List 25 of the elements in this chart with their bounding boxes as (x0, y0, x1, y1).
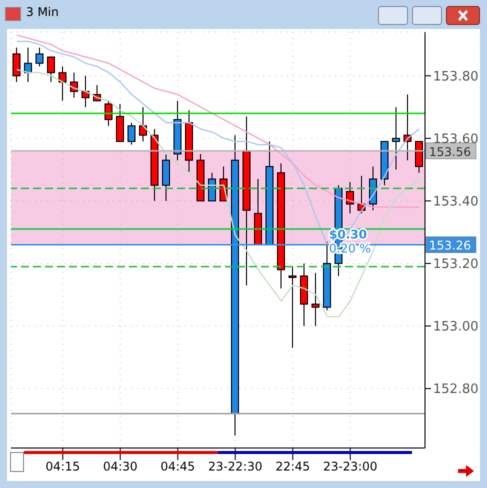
y-tick-label: 152.80 (433, 382, 478, 398)
candlestick (104, 100, 112, 126)
candlestick (12, 47, 20, 83)
y-tick-label: 153.40 (433, 194, 478, 210)
candlestick (58, 66, 66, 102)
y-tick-label: 153.00 (433, 320, 478, 335)
candlestick (208, 172, 216, 202)
ref-line-label: 153.56 (429, 144, 471, 159)
candlestick (47, 56, 55, 83)
x-tick-label: 23-22:30 (208, 460, 262, 474)
x-tick-label: 04:15 (45, 460, 80, 474)
candlestick (312, 272, 320, 327)
candlestick (128, 122, 136, 146)
chart-title: 3 Min (26, 5, 59, 19)
x-tick-label: 04:45 (160, 460, 196, 474)
y-tick-label: 153.20 (433, 257, 478, 272)
candlestick (288, 266, 296, 348)
x-tick-label: 23-23:00 (323, 460, 378, 474)
y-tick-label: 153.80 (433, 69, 478, 84)
x-tick-label: 04:30 (102, 460, 138, 474)
candlestick (36, 47, 44, 67)
x-tick-label: 22:45 (275, 460, 310, 474)
ref-line-label: 153.26 (429, 238, 471, 253)
candlestick (392, 106, 400, 170)
candlestick (346, 182, 354, 214)
